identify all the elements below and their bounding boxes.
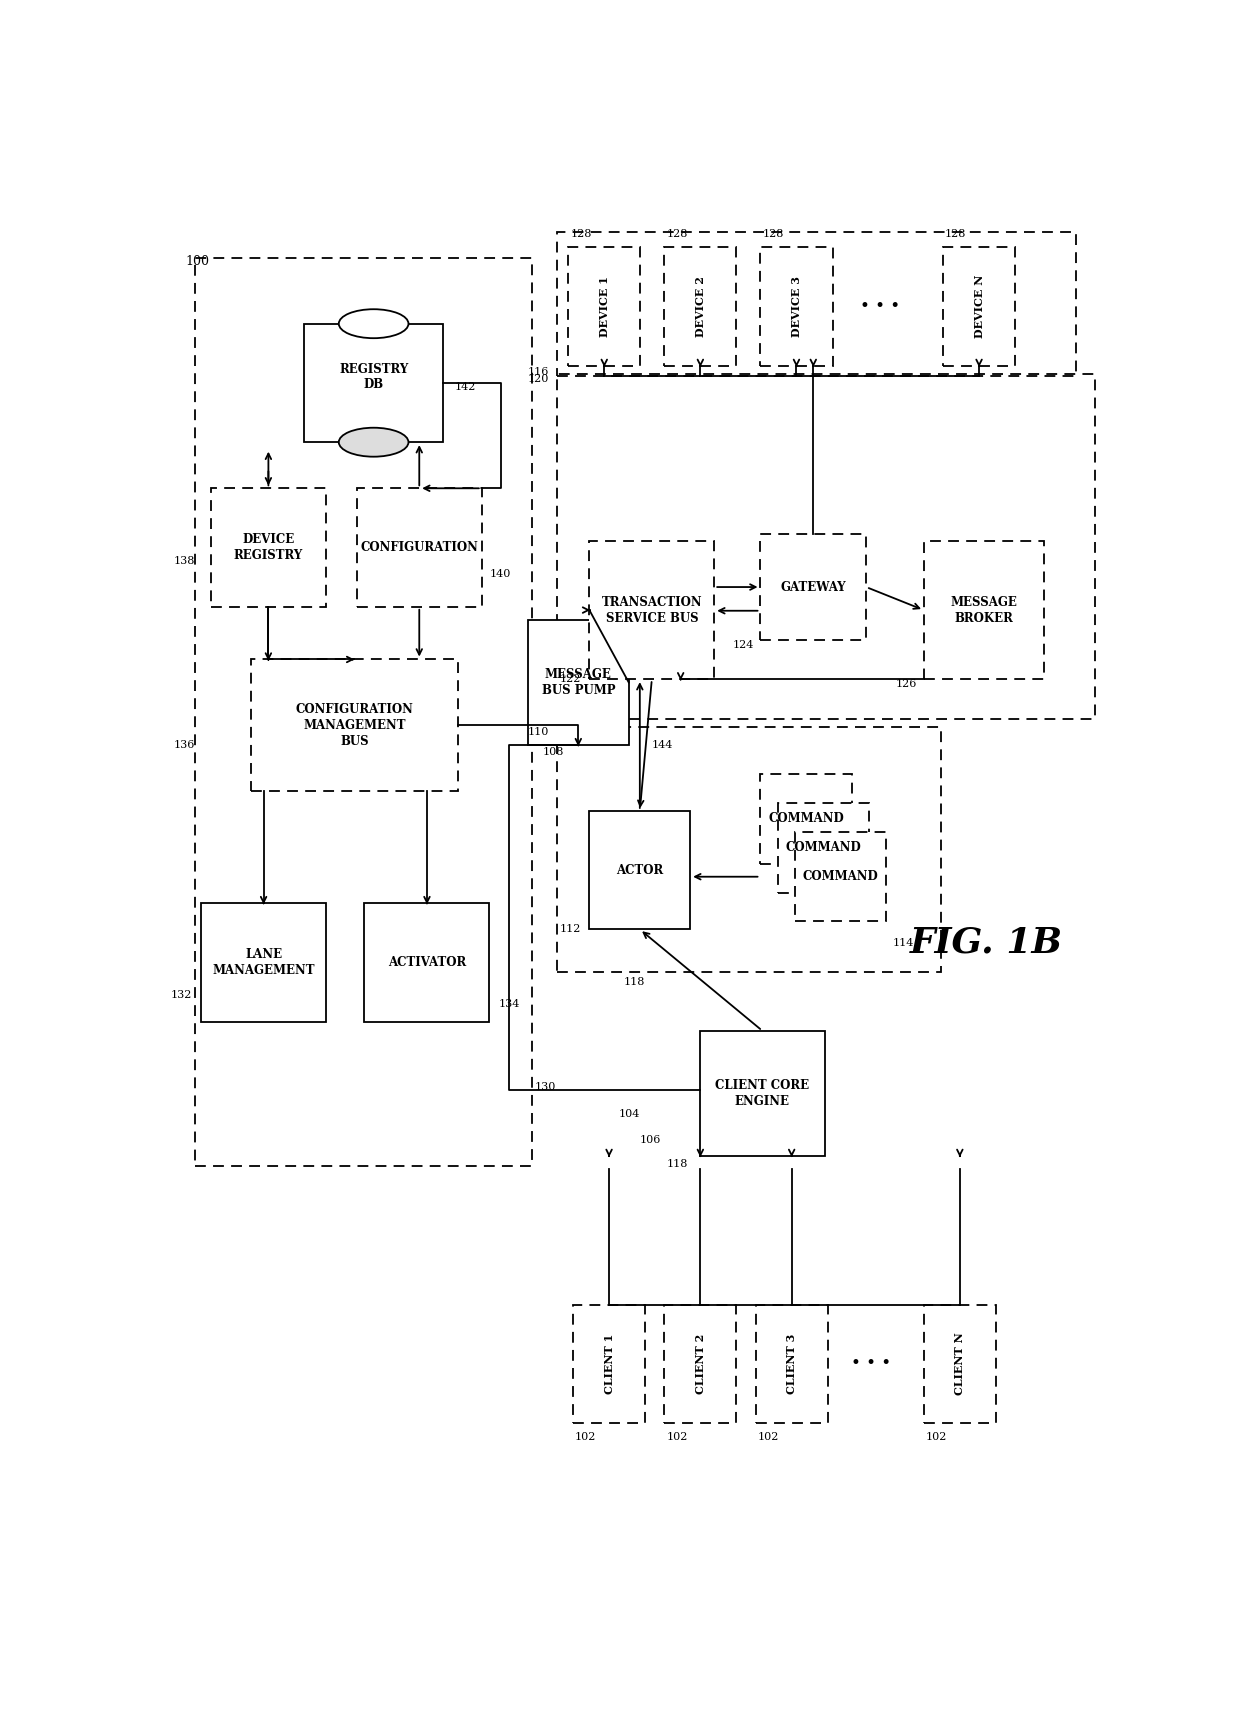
Text: CLIENT CORE
ENGINE: CLIENT CORE ENGINE bbox=[715, 1079, 810, 1108]
Text: 120: 120 bbox=[528, 374, 549, 385]
Bar bbox=[365, 903, 490, 1021]
Text: DEVICE N: DEVICE N bbox=[973, 275, 985, 339]
Bar bbox=[942, 248, 1016, 366]
Bar bbox=[777, 804, 869, 893]
Text: CONFIGURATION
MANAGEMENT
BUS: CONFIGURATION MANAGEMENT BUS bbox=[295, 703, 413, 747]
Bar bbox=[760, 775, 852, 864]
Bar bbox=[589, 540, 714, 679]
Text: 144: 144 bbox=[651, 740, 673, 751]
Text: 128: 128 bbox=[666, 229, 688, 239]
Text: 142: 142 bbox=[455, 381, 476, 392]
Text: ACTOR: ACTOR bbox=[616, 864, 663, 877]
Text: 128: 128 bbox=[570, 229, 591, 239]
Bar bbox=[760, 248, 832, 366]
Bar bbox=[665, 248, 737, 366]
Text: 116: 116 bbox=[528, 368, 549, 378]
Bar bbox=[304, 323, 444, 443]
Text: 104: 104 bbox=[619, 1108, 640, 1118]
Bar bbox=[557, 727, 941, 971]
Bar bbox=[201, 903, 326, 1021]
Text: 102: 102 bbox=[926, 1433, 947, 1442]
Text: 106: 106 bbox=[640, 1135, 661, 1146]
Text: 112: 112 bbox=[559, 925, 580, 934]
Text: MESSAGE
BUS PUMP: MESSAGE BUS PUMP bbox=[542, 669, 615, 698]
Bar bbox=[699, 1031, 825, 1156]
Bar bbox=[196, 258, 532, 1166]
Text: CLIENT 3: CLIENT 3 bbox=[786, 1334, 797, 1394]
Text: 110: 110 bbox=[528, 727, 549, 737]
Text: DEVICE 2: DEVICE 2 bbox=[694, 275, 706, 337]
Bar bbox=[250, 660, 458, 792]
Text: LANE
MANAGEMENT: LANE MANAGEMENT bbox=[212, 947, 315, 976]
Text: 134: 134 bbox=[498, 999, 521, 1009]
Text: 128: 128 bbox=[945, 229, 966, 239]
Text: DEVICE 3: DEVICE 3 bbox=[791, 275, 802, 337]
Text: 102: 102 bbox=[666, 1433, 688, 1442]
Text: 126: 126 bbox=[895, 679, 918, 689]
Text: ACTIVATOR: ACTIVATOR bbox=[388, 956, 466, 970]
Text: 136: 136 bbox=[174, 740, 196, 751]
Bar bbox=[528, 621, 629, 746]
Text: 128: 128 bbox=[763, 229, 784, 239]
Text: 122: 122 bbox=[559, 674, 580, 684]
Text: CONFIGURATION: CONFIGURATION bbox=[361, 540, 479, 554]
Text: COMMAND: COMMAND bbox=[769, 812, 844, 826]
Text: 102: 102 bbox=[758, 1433, 779, 1442]
Bar bbox=[557, 231, 1075, 376]
Bar bbox=[211, 489, 326, 607]
Text: CLIENT N: CLIENT N bbox=[955, 1332, 965, 1395]
Text: CLIENT 1: CLIENT 1 bbox=[604, 1334, 615, 1394]
Text: 130: 130 bbox=[534, 1082, 556, 1093]
Text: 102: 102 bbox=[575, 1433, 596, 1442]
Ellipse shape bbox=[339, 310, 408, 339]
Text: 118: 118 bbox=[624, 976, 645, 987]
Text: GATEWAY: GATEWAY bbox=[780, 580, 846, 593]
Text: FIG. 1B: FIG. 1B bbox=[910, 925, 1063, 959]
Bar bbox=[755, 1305, 828, 1423]
Ellipse shape bbox=[339, 428, 408, 457]
Bar bbox=[665, 1305, 737, 1423]
Text: COMMAND: COMMAND bbox=[802, 870, 879, 884]
Bar bbox=[924, 1305, 996, 1423]
Text: TRANSACTION
SERVICE BUS: TRANSACTION SERVICE BUS bbox=[601, 595, 702, 624]
Text: CLIENT 2: CLIENT 2 bbox=[694, 1334, 706, 1394]
Bar bbox=[568, 248, 640, 366]
Text: 108: 108 bbox=[543, 747, 564, 756]
Bar bbox=[589, 811, 691, 930]
Text: 118: 118 bbox=[667, 1159, 688, 1168]
Text: 140: 140 bbox=[490, 569, 511, 580]
Bar bbox=[357, 489, 481, 607]
Text: 132: 132 bbox=[170, 990, 191, 1000]
Text: 114: 114 bbox=[893, 937, 914, 947]
Bar bbox=[557, 374, 1095, 718]
Bar bbox=[795, 833, 887, 922]
Text: 100: 100 bbox=[186, 255, 210, 268]
Text: COMMAND: COMMAND bbox=[785, 841, 862, 855]
Text: REGISTRY
DB: REGISTRY DB bbox=[339, 363, 408, 392]
Bar bbox=[760, 534, 866, 640]
Text: MESSAGE
BROKER: MESSAGE BROKER bbox=[950, 595, 1017, 624]
Text: • • •: • • • bbox=[861, 298, 900, 315]
Text: 124: 124 bbox=[733, 640, 754, 650]
Text: DEVICE
REGISTRY: DEVICE REGISTRY bbox=[234, 534, 303, 563]
Bar bbox=[924, 540, 1044, 679]
Text: 138: 138 bbox=[174, 556, 196, 566]
Bar bbox=[573, 1305, 645, 1423]
Text: • • •: • • • bbox=[851, 1356, 892, 1373]
Text: DEVICE 1: DEVICE 1 bbox=[599, 275, 610, 337]
